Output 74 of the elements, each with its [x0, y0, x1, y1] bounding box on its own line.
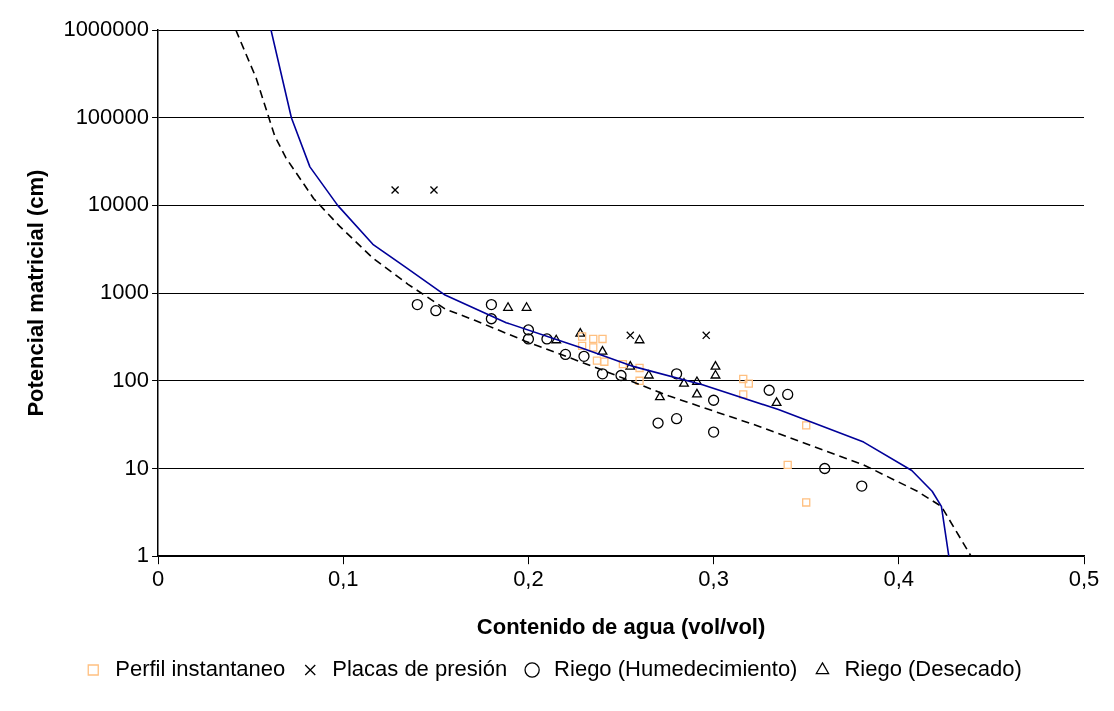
point — [429, 185, 439, 195]
point — [541, 333, 553, 345]
point — [597, 346, 608, 355]
point — [679, 377, 689, 387]
point — [577, 332, 587, 341]
point — [589, 343, 598, 352]
point — [643, 369, 654, 379]
point — [615, 369, 627, 382]
legend-label: Riego (Desecado) — [844, 656, 1022, 682]
y-axis-title: Potencial matricial (cm) — [23, 169, 49, 417]
point — [819, 462, 831, 475]
x-tick-label: 0 — [151, 566, 165, 592]
x-tick-label: 0,3 — [698, 566, 729, 592]
point — [626, 331, 635, 340]
point — [485, 298, 498, 311]
point — [856, 480, 868, 492]
point — [763, 384, 775, 396]
point — [618, 359, 628, 369]
point — [707, 426, 720, 438]
point — [744, 379, 753, 388]
y-tick-label: 1000000 — [63, 16, 150, 42]
point — [589, 334, 598, 344]
point — [634, 334, 645, 344]
x-axis-title: Contenido de agua (vol/vol) — [476, 613, 766, 639]
point — [710, 361, 721, 370]
point — [691, 376, 702, 386]
y-tick-label: 10 — [124, 454, 150, 480]
point — [578, 350, 590, 362]
point — [635, 363, 644, 373]
x-tick-label: 0,2 — [513, 566, 544, 592]
point — [771, 397, 782, 407]
point — [559, 348, 572, 361]
y-tick-label: 10000 — [87, 191, 150, 217]
y-tick-label: 100 — [112, 366, 150, 392]
point — [522, 324, 535, 336]
legend-label: Perfil instantaneo — [115, 656, 286, 682]
point — [670, 368, 683, 380]
legend-label: Riego (Humedecimiento) — [554, 656, 798, 682]
point — [739, 390, 748, 399]
y-tick-label: 1000 — [100, 279, 150, 305]
point — [670, 413, 683, 425]
point — [635, 376, 644, 385]
point — [782, 388, 794, 401]
point — [577, 341, 587, 351]
y-tick-label: 100000 — [75, 103, 150, 129]
point — [522, 333, 535, 345]
point — [575, 327, 586, 337]
point — [702, 331, 711, 340]
point — [551, 334, 562, 344]
point — [411, 298, 423, 311]
point — [485, 313, 498, 325]
point — [596, 368, 609, 380]
point — [625, 361, 636, 370]
point — [598, 334, 607, 344]
x-tick-label: 0,4 — [883, 566, 915, 592]
point — [430, 305, 442, 317]
point — [802, 498, 811, 507]
x-tick-label: 0,1 — [327, 566, 359, 592]
point — [783, 460, 792, 470]
point — [654, 391, 665, 401]
point — [802, 421, 811, 430]
point — [739, 374, 748, 384]
legend-label: Placas de presión — [332, 656, 508, 682]
point — [592, 356, 602, 365]
point — [691, 388, 702, 398]
point — [707, 394, 720, 406]
point — [503, 302, 514, 311]
point — [652, 417, 664, 429]
x-tick-label: 0,5 — [1068, 566, 1100, 592]
point — [390, 185, 400, 195]
point — [710, 369, 721, 379]
point — [521, 302, 532, 311]
y-tick-label: 1 — [136, 542, 150, 568]
point — [600, 357, 609, 366]
